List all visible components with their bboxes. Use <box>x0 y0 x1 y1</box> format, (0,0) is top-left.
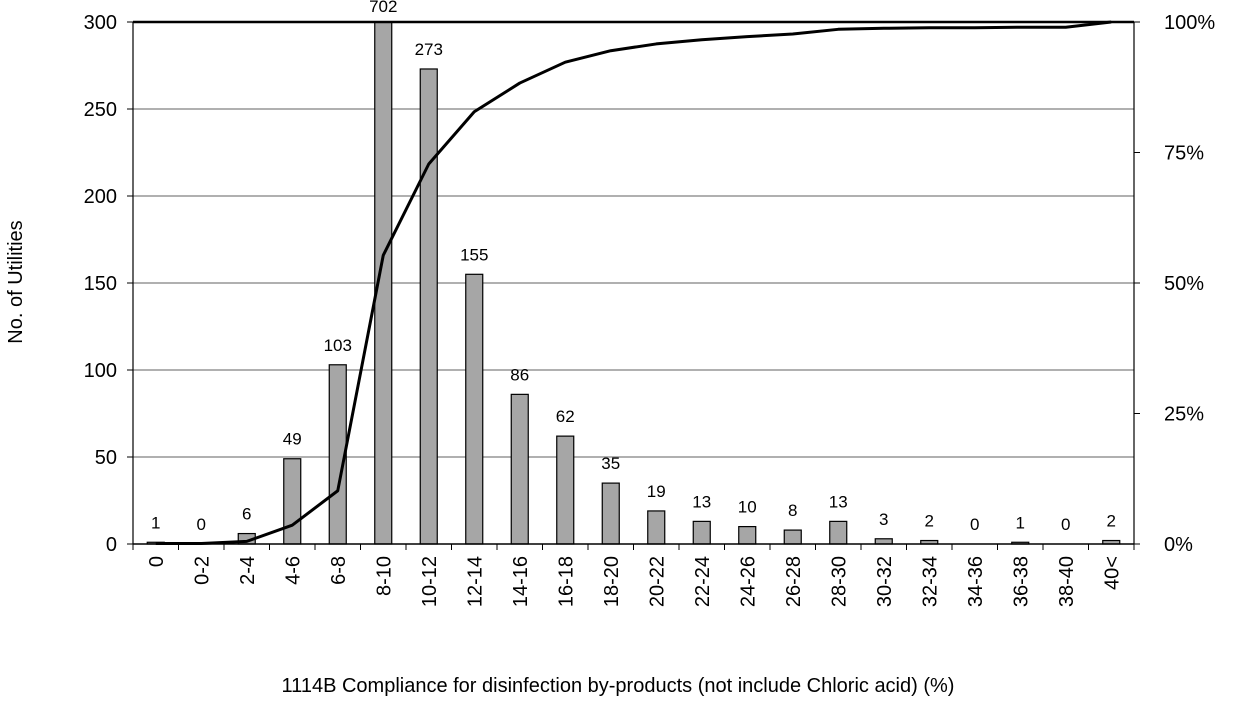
bar <box>648 511 665 544</box>
x-tick-label: 10-12 <box>419 556 441 607</box>
data-label: 3 <box>879 510 888 529</box>
x-tick-label: 24-26 <box>737 556 759 607</box>
data-label: 49 <box>283 430 302 449</box>
data-label: 13 <box>829 492 848 511</box>
bar <box>557 436 574 544</box>
y-tick-label: 50 <box>95 447 117 469</box>
y2-tick-label: 50% <box>1164 273 1204 295</box>
data-label: 6 <box>242 505 251 524</box>
bar <box>693 521 710 544</box>
data-label: 1 <box>1016 513 1025 532</box>
data-label: 19 <box>647 482 666 501</box>
x-tick-label: 36-38 <box>1010 556 1032 607</box>
data-label: 8 <box>788 501 797 520</box>
y-axis-title: No. of Utilities <box>5 220 27 343</box>
bar <box>284 459 301 544</box>
x-tick-label: 4-6 <box>282 556 304 585</box>
bar <box>830 521 847 544</box>
bar <box>784 530 801 544</box>
x-tick-label: 40< <box>1101 556 1123 590</box>
gridlines <box>133 109 1134 457</box>
y2-axis-ticks: 0% 25% 50% 75% 100% <box>1134 12 1215 556</box>
data-label: 35 <box>601 454 620 473</box>
bar <box>602 483 619 544</box>
x-axis-ticks: 0 0-2 2-4 4-6 6-8 8-10 10-12 12-14 14-16 16-18 18-… <box>133 544 1134 607</box>
bar <box>875 539 892 544</box>
data-label: 13 <box>692 492 711 511</box>
x-tick-label: 0 <box>146 556 168 567</box>
data-label: 0 <box>197 515 206 534</box>
y-axis-ticks: 0 50 100 150 200 250 300 <box>84 12 133 556</box>
x-axis-title: 1114B Compliance for disinfection by-pro… <box>282 675 955 697</box>
x-tick-label: 18-20 <box>601 556 623 607</box>
x-tick-label: 14-16 <box>510 556 532 607</box>
x-tick-label: 30-32 <box>874 556 896 607</box>
y2-tick-label: 100% <box>1164 12 1215 34</box>
y-tick-label: 250 <box>84 99 117 121</box>
x-tick-label: 8-10 <box>373 556 395 596</box>
x-tick-label: 34-36 <box>965 556 987 607</box>
y2-tick-label: 25% <box>1164 404 1204 426</box>
x-tick-label: 6-8 <box>328 556 350 585</box>
x-tick-label: 0-2 <box>191 556 213 585</box>
y-tick-label: 300 <box>84 12 117 34</box>
x-tick-label: 32-34 <box>919 556 941 607</box>
data-label: 62 <box>556 407 575 426</box>
data-label: 273 <box>415 40 443 59</box>
x-tick-label: 20-22 <box>646 556 668 607</box>
data-label: 2 <box>1107 512 1116 531</box>
x-tick-label: 22-24 <box>692 556 714 607</box>
x-tick-label: 26-28 <box>783 556 805 607</box>
bar <box>511 394 528 544</box>
y-tick-label: 200 <box>84 186 117 208</box>
data-label: 0 <box>970 515 979 534</box>
x-tick-label: 38-40 <box>1056 556 1078 607</box>
x-tick-label: 28-30 <box>828 556 850 607</box>
y-tick-label: 100 <box>84 360 117 382</box>
data-label: 86 <box>510 365 529 384</box>
x-tick-label: 12-14 <box>464 556 486 607</box>
data-label: 1 <box>151 513 160 532</box>
y-tick-label: 150 <box>84 273 117 295</box>
data-label: 2 <box>925 512 934 531</box>
x-tick-label: 16-18 <box>555 556 577 607</box>
bar <box>739 527 756 544</box>
x-tick-label: 2-4 <box>237 556 259 585</box>
data-label: 0 <box>1061 515 1070 534</box>
bar <box>420 69 437 544</box>
bar <box>466 274 483 544</box>
y2-tick-label: 0% <box>1164 534 1193 556</box>
y-tick-label: 0 <box>106 534 117 556</box>
data-label: 702 <box>369 0 397 16</box>
data-label: 155 <box>460 245 488 264</box>
data-label: 103 <box>324 336 352 355</box>
y2-tick-label: 75% <box>1164 143 1204 165</box>
data-label: 10 <box>738 498 757 517</box>
